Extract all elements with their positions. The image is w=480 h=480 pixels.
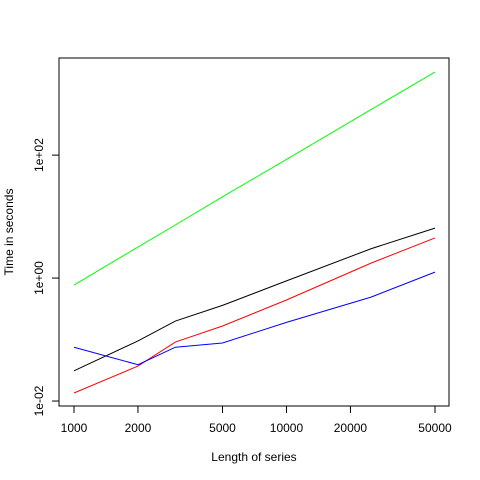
series-line [73, 227, 436, 372]
x-tick-label: 50000 [418, 421, 452, 435]
y-tick-label: 1e-02 [32, 385, 46, 416]
y-tick-label: 1e+02 [32, 138, 46, 172]
y-axis-label: Time in seconds [2, 189, 16, 276]
x-tick-label: 20000 [334, 421, 368, 435]
x-axis-label: Length of series [211, 450, 296, 464]
series-line [73, 237, 436, 394]
series-line [73, 71, 436, 286]
x-tick-label: 5000 [209, 421, 236, 435]
y-tick-label: 1e+00 [32, 261, 46, 295]
x-tick-label: 2000 [125, 421, 152, 435]
series-line [73, 271, 436, 366]
x-tick-label: 1000 [61, 421, 88, 435]
x-tick-label: 10000 [270, 421, 304, 435]
plot-frame [58, 57, 450, 407]
